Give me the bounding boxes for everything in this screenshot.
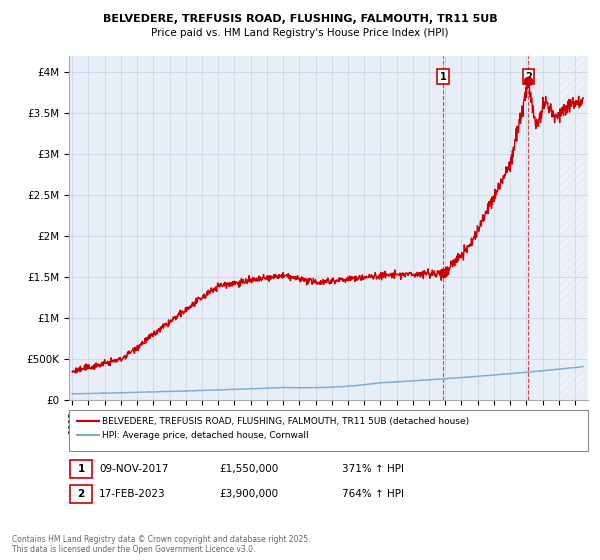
Bar xyxy=(559,56,600,400)
Text: 2: 2 xyxy=(525,72,532,82)
Text: 09-NOV-2017: 09-NOV-2017 xyxy=(99,464,169,474)
Text: 17-FEB-2023: 17-FEB-2023 xyxy=(99,489,166,499)
Text: £3,900,000: £3,900,000 xyxy=(219,489,278,499)
Text: 1: 1 xyxy=(440,72,446,82)
Text: Contains HM Land Registry data © Crown copyright and database right 2025.
This d: Contains HM Land Registry data © Crown c… xyxy=(12,535,311,554)
Text: £1,550,000: £1,550,000 xyxy=(219,464,278,474)
Text: 764% ↑ HPI: 764% ↑ HPI xyxy=(342,489,404,499)
Text: 371% ↑ HPI: 371% ↑ HPI xyxy=(342,464,404,474)
Text: BELVEDERE, TREFUSIS ROAD, FLUSHING, FALMOUTH, TR11 5UB (detached house): BELVEDERE, TREFUSIS ROAD, FLUSHING, FALM… xyxy=(102,417,469,426)
Bar xyxy=(559,56,600,400)
Text: HPI: Average price, detached house, Cornwall: HPI: Average price, detached house, Corn… xyxy=(102,431,308,440)
Text: 2: 2 xyxy=(77,489,85,499)
Text: 1: 1 xyxy=(77,464,85,474)
Text: BELVEDERE, TREFUSIS ROAD, FLUSHING, FALMOUTH, TR11 5UB: BELVEDERE, TREFUSIS ROAD, FLUSHING, FALM… xyxy=(103,14,497,24)
Text: Price paid vs. HM Land Registry's House Price Index (HPI): Price paid vs. HM Land Registry's House … xyxy=(151,28,449,38)
